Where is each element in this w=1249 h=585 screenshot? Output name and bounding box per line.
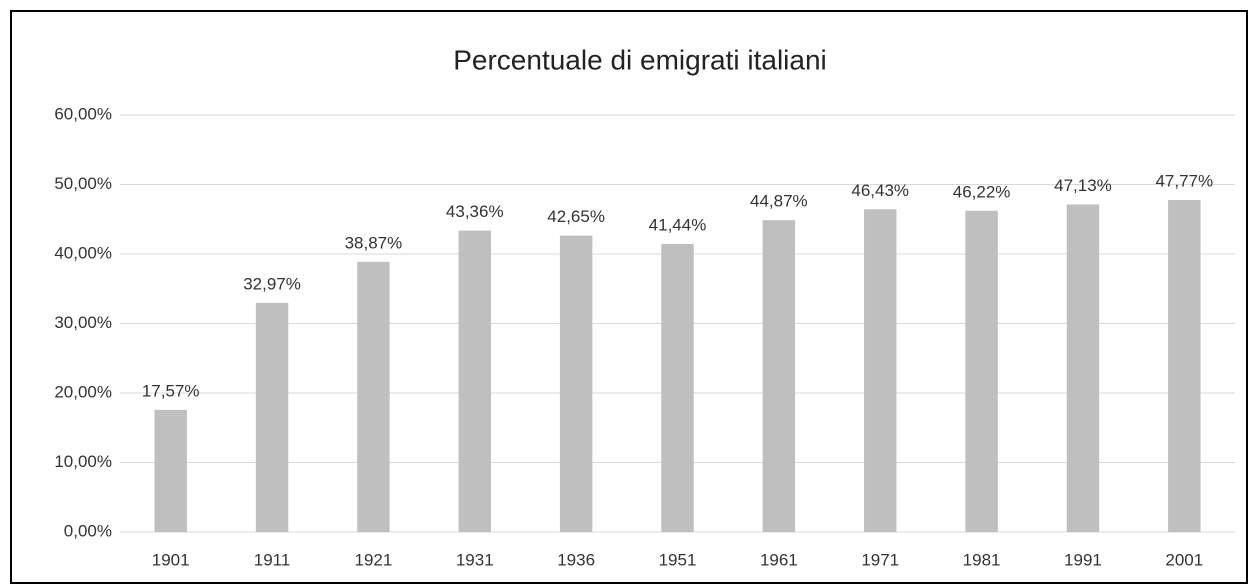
data-label: 43,36% [446, 202, 504, 221]
x-tick-label: 1931 [456, 550, 494, 569]
y-tick-label: 40,00% [54, 243, 112, 262]
bar [357, 261, 390, 532]
data-label: 17,57% [142, 381, 200, 400]
y-tick-label: 50,00% [54, 174, 112, 193]
y-tick-label: 20,00% [54, 382, 112, 401]
bar [1066, 204, 1100, 532]
bar [255, 302, 289, 532]
x-tick-label: 1991 [1064, 550, 1102, 569]
data-label: 46,43% [851, 181, 909, 200]
y-tick-label: 10,00% [54, 452, 112, 471]
x-tick-label: 1921 [354, 550, 392, 569]
bar [559, 235, 593, 532]
x-tick-label: 1911 [254, 550, 291, 569]
bar [1168, 199, 1201, 532]
bar [864, 209, 897, 532]
data-label: 41,44% [649, 215, 707, 234]
bar [154, 409, 187, 532]
x-tick-label: 1971 [861, 550, 899, 569]
chart-title: Percentuale di emigrati italiani [453, 44, 827, 75]
bar [965, 210, 998, 532]
data-label: 46,22% [953, 182, 1011, 201]
bar [762, 220, 796, 532]
x-tick-label: 1961 [760, 550, 798, 569]
bar [458, 230, 491, 532]
x-tick-label: 1951 [659, 550, 697, 569]
bar [661, 243, 694, 532]
y-tick-label: 30,00% [54, 313, 112, 332]
data-label: 38,87% [345, 233, 403, 252]
y-tick-label: 0,00% [64, 521, 112, 540]
data-label: 47,13% [1054, 176, 1112, 195]
data-label: 44,87% [750, 192, 808, 211]
x-tick-label: 1981 [963, 550, 1001, 569]
x-tick-label: 1936 [557, 550, 595, 569]
x-tick-label: 2001 [1165, 550, 1203, 569]
chart-frame [10, 10, 1248, 584]
y-tick-label: 60,00% [54, 104, 112, 123]
data-label: 42,65% [547, 207, 605, 226]
data-label: 32,97% [243, 274, 301, 293]
data-label: 47,77% [1155, 171, 1213, 190]
x-tick-label: 1901 [152, 550, 190, 569]
